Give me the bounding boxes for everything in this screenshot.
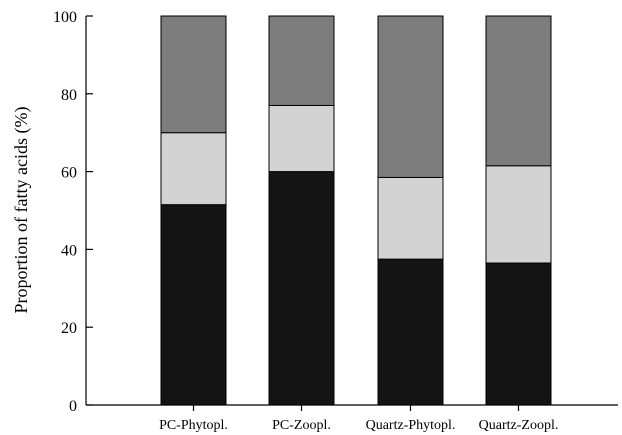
- bar-segment-4-2: [485, 165, 552, 264]
- bar-segment-1-1: [160, 204, 227, 406]
- bar-segment-4-1: [485, 262, 552, 406]
- x-axis: PC-Phytopl. PC-Zoopl. Quartz-Phytopl. Quart…: [86, 404, 618, 433]
- y-axis: 0 20 40 60 80 100: [53, 9, 93, 415]
- bar-segment-1-3: [160, 15, 227, 134]
- bar-segment-3-2: [377, 176, 444, 260]
- x-tick-label: Quartz-Phytopl.: [366, 418, 456, 433]
- y-axis-title: Proportion of fatty acids (%): [11, 107, 32, 314]
- x-tick-label: PC-Zoopl.: [272, 418, 331, 433]
- bar-segment-1-2: [160, 132, 227, 206]
- bar-segment-4-3: [485, 15, 552, 167]
- y-tick-label: 100: [53, 9, 77, 26]
- bar-segment-2-3: [268, 15, 335, 106]
- y-tick-label: 40: [61, 242, 77, 259]
- x-tick-label: Quartz-Zoopl.: [479, 418, 559, 433]
- x-tick-label: PC-Phytopl.: [159, 418, 228, 433]
- y-tick-label: 0: [69, 398, 77, 415]
- bar-segment-2-1: [268, 171, 335, 406]
- y-tick-label: 20: [61, 320, 77, 337]
- bar-segment-2-2: [268, 104, 335, 173]
- bar-segment-3-3: [377, 15, 444, 178]
- y-tick-label: 60: [61, 165, 77, 182]
- bar-segment-3-1: [377, 258, 444, 406]
- y-tick-label: 80: [61, 87, 77, 104]
- bars-group: [160, 15, 552, 406]
